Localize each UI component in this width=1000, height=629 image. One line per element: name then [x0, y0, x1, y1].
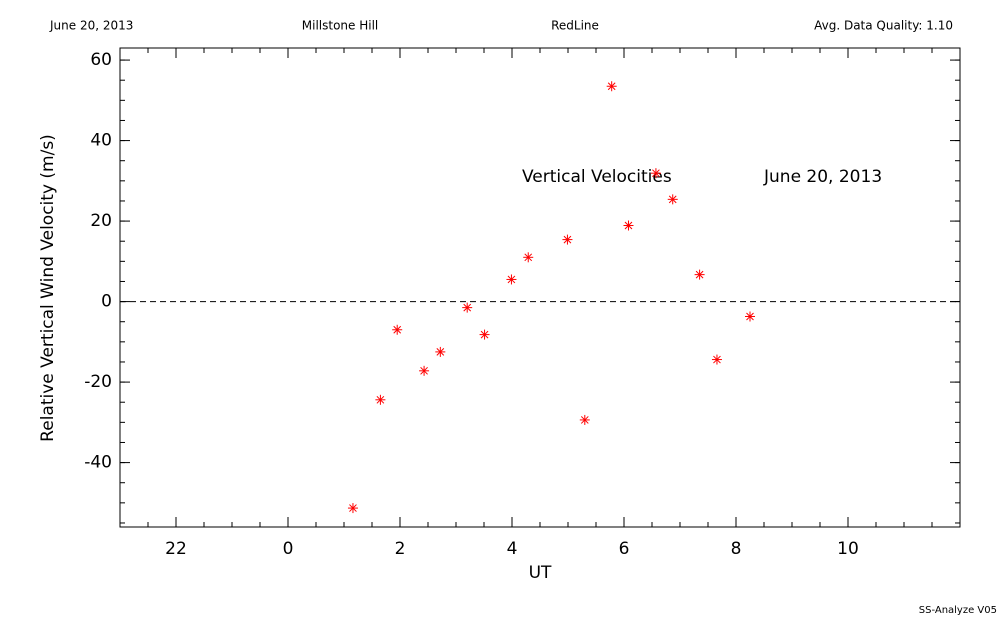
- header-site: Millstone Hill: [302, 19, 378, 33]
- y-tick-label: 0: [101, 292, 112, 312]
- star-stroke: [376, 395, 385, 404]
- data-point: [523, 252, 534, 263]
- header-date: June 20, 2013: [49, 19, 133, 33]
- star-stroke: [624, 221, 633, 230]
- data-point: [650, 168, 661, 179]
- data-point: [694, 269, 705, 280]
- data-point: [579, 414, 590, 425]
- data-point: [623, 220, 634, 231]
- star-stroke: [463, 303, 472, 312]
- star-stroke: [524, 253, 533, 262]
- x-tick-label: 22: [165, 539, 187, 559]
- star-stroke: [563, 235, 572, 244]
- star-stroke: [695, 270, 704, 279]
- data-point: [435, 346, 446, 357]
- star-stroke: [652, 169, 660, 178]
- star-stroke: [436, 348, 445, 356]
- star-stroke: [668, 195, 677, 204]
- annotation: June 20, 2013: [763, 167, 882, 187]
- star-stroke: [713, 355, 721, 364]
- star-stroke: [393, 325, 402, 334]
- x-tick-label: 10: [837, 539, 859, 559]
- x-axis-label: UT: [529, 563, 552, 583]
- star-stroke: [607, 82, 616, 91]
- data-point: [419, 365, 430, 376]
- y-axis-label: Relative Vertical Wind Velocity (m/s): [38, 134, 58, 442]
- y-tick-label: 20: [90, 211, 112, 231]
- data-point: [392, 324, 403, 335]
- x-tick-label: 0: [283, 539, 294, 559]
- data-point: [506, 274, 517, 285]
- data-point: [347, 503, 358, 514]
- header-quality: Avg. Data Quality: 1.10: [814, 19, 953, 33]
- star-stroke: [420, 366, 428, 375]
- star-stroke: [480, 330, 489, 339]
- data-point: [745, 311, 755, 322]
- data-point: [462, 302, 473, 313]
- data-point: [667, 194, 678, 205]
- y-tick-label: -40: [84, 453, 112, 473]
- star-stroke: [349, 504, 357, 512]
- y-tick-label: 60: [90, 50, 112, 70]
- star-stroke: [746, 312, 754, 321]
- data-point: [606, 81, 617, 92]
- data-point: [562, 234, 573, 245]
- annotation: Vertical Velocities: [522, 167, 672, 187]
- data-point: [711, 354, 722, 365]
- x-tick-label: 2: [395, 539, 406, 559]
- data-point: [375, 394, 386, 405]
- header-instrument: RedLine: [551, 19, 599, 33]
- star-stroke: [580, 416, 589, 424]
- data-point: [479, 329, 490, 340]
- star-stroke: [507, 275, 516, 284]
- y-tick-label: -20: [84, 372, 112, 392]
- footer: SS-Analyze V05: [919, 605, 997, 616]
- x-tick-label: 6: [619, 539, 630, 559]
- x-tick-label: 4: [507, 539, 518, 559]
- y-tick-label: 40: [90, 131, 112, 151]
- x-tick-label: 8: [731, 539, 742, 559]
